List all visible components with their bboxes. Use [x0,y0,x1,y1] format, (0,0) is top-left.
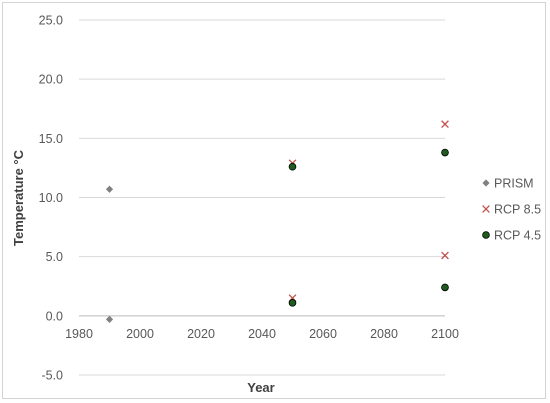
y-tick-label: 10.0 [39,191,63,205]
data-point-rcp-8-5 [441,120,449,128]
legend-marker-rcp-8-5 [482,205,490,213]
x-tick-label: 2060 [309,327,337,341]
data-points [105,120,449,323]
legend-label-rcp-8-5: RCP 8.5 [494,203,541,217]
y-tick-label: -5.0 [41,369,63,383]
legend: PRISM RCP 8.5 RCP 4.5 [482,177,541,243]
x-tick-label: 2020 [187,327,215,341]
data-point-rcp-8-5 [441,251,449,260]
x-tick-label: 1980 [65,327,93,341]
legend-marker-prism [482,179,490,187]
legend-label-rcp-4-5: RCP 4.5 [494,229,541,243]
x-tick-label: 2080 [370,327,398,341]
data-point-rcp-4-5 [441,148,449,157]
data-point-prism [105,185,114,193]
gridlines [79,19,445,376]
data-point-rcp-4-5 [441,283,449,292]
data-point-rcp-4-5 [288,162,297,171]
y-tick-label: 0.0 [46,309,63,323]
chart-frame [2,2,546,399]
x-tick-label: 2100 [431,327,459,341]
y-tick-label: 25.0 [39,14,63,28]
y-tick-label: 5.0 [46,250,63,264]
y-tick-labels: -5.0 0.0 5.0 10.0 15.0 20.0 25.0 [39,14,63,383]
legend-label-prism: PRISM [494,177,534,191]
y-axis-title: Temperature °C [11,149,26,246]
data-point-prism [105,315,114,323]
data-point-rcp-4-5 [288,299,297,307]
legend-marker-rcp-4-5 [482,231,490,239]
y-tick-label: 15.0 [39,132,63,146]
x-axis-title: Year [247,380,274,395]
x-tick-label: 2000 [126,327,154,341]
x-tick-labels: 1980 2000 2020 2040 2060 2080 2100 [65,327,459,341]
y-tick-label: 20.0 [39,73,63,87]
x-tick-label: 2040 [248,327,276,341]
